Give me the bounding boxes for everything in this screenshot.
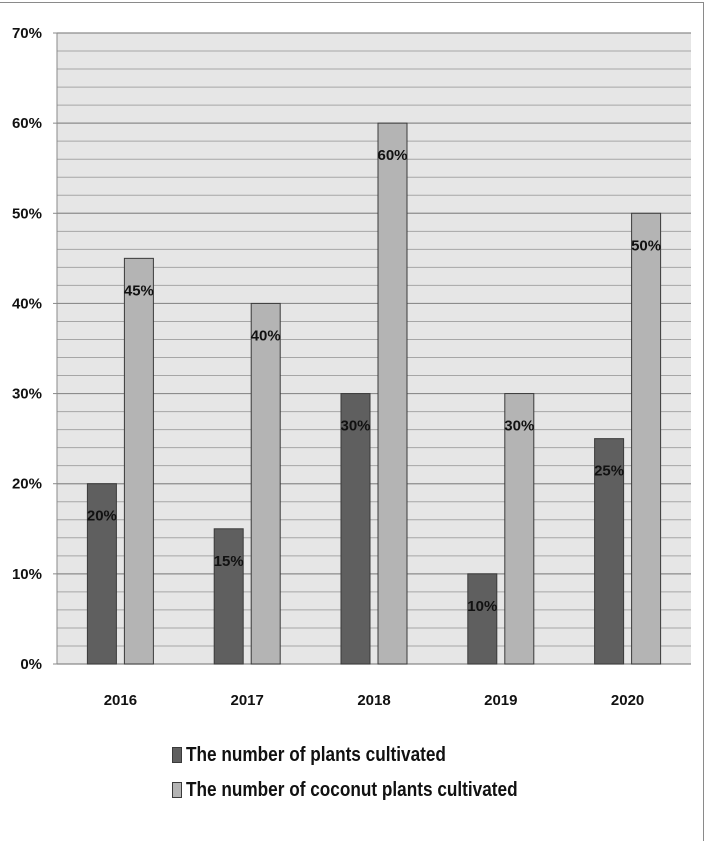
bar-coconut (377, 122, 408, 665)
chart-frame-top (0, 2, 704, 3)
y-tick-label: 70% (12, 25, 42, 42)
data-label-coconut: 40% (251, 327, 281, 344)
y-tick-label: 0% (20, 656, 42, 673)
data-label-plants: 10% (467, 598, 497, 615)
x-tick-label: 2020 (611, 692, 644, 709)
data-label-coconut: 30% (504, 418, 534, 435)
legend-swatch-coconut (172, 782, 182, 798)
legend: The number of plants cultivated The numb… (172, 738, 572, 808)
y-tick-label: 10% (12, 566, 42, 583)
data-label-plants: 20% (87, 508, 117, 525)
bar-coconut (631, 212, 662, 665)
plot-background (57, 33, 691, 664)
data-label-coconut: 45% (124, 282, 154, 299)
legend-item-coconut: The number of coconut plants cultivated (172, 773, 572, 807)
legend-label-plants: The number of plants cultivated (186, 743, 446, 766)
legend-item-plants: The number of plants cultivated (172, 738, 572, 772)
y-tick-label: 50% (12, 205, 42, 222)
data-label-plants: 15% (214, 553, 244, 570)
y-tick-label: 60% (12, 115, 42, 132)
data-label-coconut: 60% (377, 147, 407, 164)
legend-label-coconut: The number of coconut plants cultivated (186, 778, 518, 801)
data-label-plants: 30% (340, 418, 370, 435)
x-tick-label: 2018 (357, 692, 390, 709)
bar-plants (213, 528, 244, 665)
data-label-coconut: 50% (631, 237, 661, 254)
legend-swatch-plants (172, 747, 182, 763)
bar-plants (467, 573, 498, 665)
bar-chart: 0% 10% 20% 30% 40% 50% 60% 70% 20% 45% 2016 15% 40% 2… (12, 25, 691, 709)
bar-plants (86, 483, 117, 665)
y-tick-label: 40% (12, 295, 42, 312)
y-tick-label: 30% (12, 386, 42, 403)
bar-plants (594, 438, 625, 665)
y-tick-label: 20% (12, 476, 42, 493)
x-tick-label: 2017 (231, 692, 264, 709)
bar-coconut (123, 257, 154, 665)
data-label-plants: 25% (594, 463, 624, 480)
x-tick-label: 2016 (104, 692, 137, 709)
x-tick-label: 2019 (484, 692, 517, 709)
bar-coconut (250, 302, 281, 665)
bar-plants (340, 393, 371, 665)
bar-coconut (504, 393, 535, 665)
